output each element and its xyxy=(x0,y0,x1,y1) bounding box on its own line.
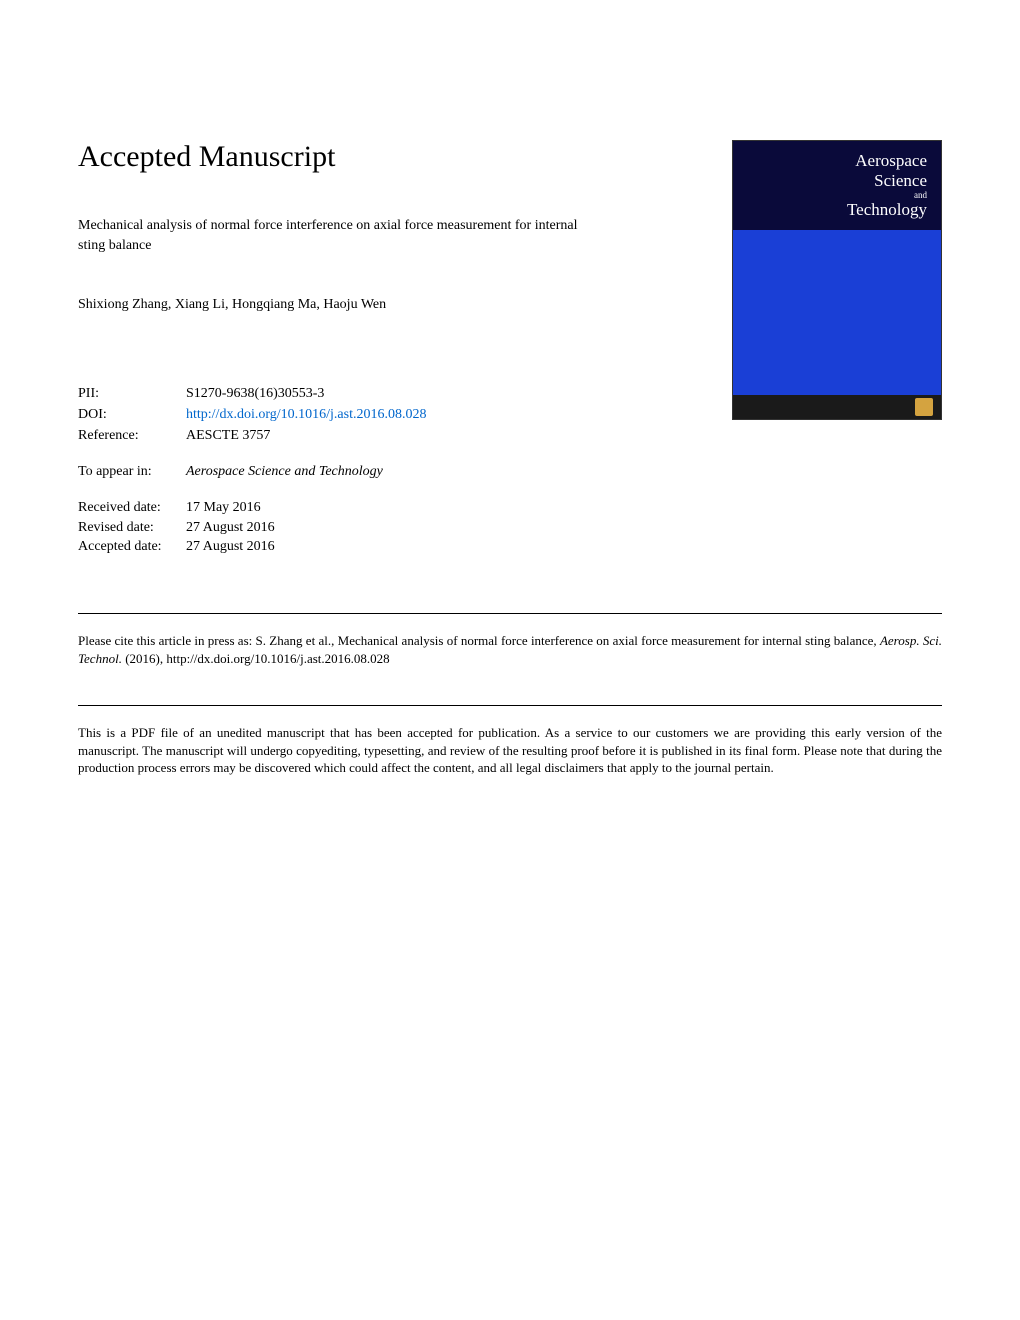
section-divider xyxy=(78,613,942,614)
article-title: Mechanical analysis of normal force inte… xyxy=(78,216,608,255)
metadata-table: PII: S1270-9638(16)30553-3 DOI: http://d… xyxy=(78,383,702,446)
cover-line1: Aerospace xyxy=(855,151,927,170)
accepted-value: 27 August 2016 xyxy=(186,537,275,557)
revised-value: 27 August 2016 xyxy=(186,518,275,538)
revised-row: Revised date: 27 August 2016 xyxy=(78,518,702,538)
cover-body xyxy=(733,230,941,395)
authors-list: Shixiong Zhang, Xiang Li, Hongqiang Ma, … xyxy=(78,297,702,313)
to-appear-journal: Aerospace Science and Technology xyxy=(186,464,383,480)
accepted-row: Accepted date: 27 August 2016 xyxy=(78,537,702,557)
pii-label: PII: xyxy=(78,383,186,404)
doi-label: DOI: xyxy=(78,404,186,425)
doi-link[interactable]: http://dx.doi.org/10.1016/j.ast.2016.08.… xyxy=(186,404,702,425)
left-column: Accepted Manuscript Mechanical analysis … xyxy=(78,140,732,613)
received-row: Received date: 17 May 2016 xyxy=(78,498,702,518)
accepted-manuscript-title: Accepted Manuscript xyxy=(78,140,702,174)
to-appear-row: To appear in: Aerospace Science and Tech… xyxy=(78,464,702,480)
citation-suffix: (2016), http://dx.doi.org/10.1016/j.ast.… xyxy=(122,651,390,666)
cover-line3: Technology xyxy=(847,200,927,219)
citation-text: Please cite this article in press as: S.… xyxy=(78,632,942,667)
elsevier-logo-icon xyxy=(915,398,933,416)
revised-label: Revised date: xyxy=(78,518,186,538)
to-appear-label: To appear in: xyxy=(78,464,186,480)
received-value: 17 May 2016 xyxy=(186,498,261,518)
cover-footer xyxy=(733,395,941,419)
dates-table: Received date: 17 May 2016 Revised date:… xyxy=(78,498,702,557)
cover-journal-name: Aerospace Science and Technology xyxy=(733,141,941,230)
accepted-label: Accepted date: xyxy=(78,537,186,557)
reference-row: Reference: AESCTE 3757 xyxy=(78,425,702,446)
citation-prefix: Please cite this article in press as: S.… xyxy=(78,633,880,648)
section-divider-2 xyxy=(78,705,942,706)
doi-row: DOI: http://dx.doi.org/10.1016/j.ast.201… xyxy=(78,404,702,425)
disclaimer-text: This is a PDF file of an unedited manusc… xyxy=(78,724,942,777)
cover-and: and xyxy=(743,190,927,200)
pii-value: S1270-9638(16)30553-3 xyxy=(186,383,702,404)
header-section: Accepted Manuscript Mechanical analysis … xyxy=(78,140,942,613)
reference-label: Reference: xyxy=(78,425,186,446)
pii-row: PII: S1270-9638(16)30553-3 xyxy=(78,383,702,404)
received-label: Received date: xyxy=(78,498,186,518)
reference-value: AESCTE 3757 xyxy=(186,425,702,446)
cover-line2: Science xyxy=(874,171,927,190)
journal-cover-thumbnail: Aerospace Science and Technology xyxy=(732,140,942,420)
